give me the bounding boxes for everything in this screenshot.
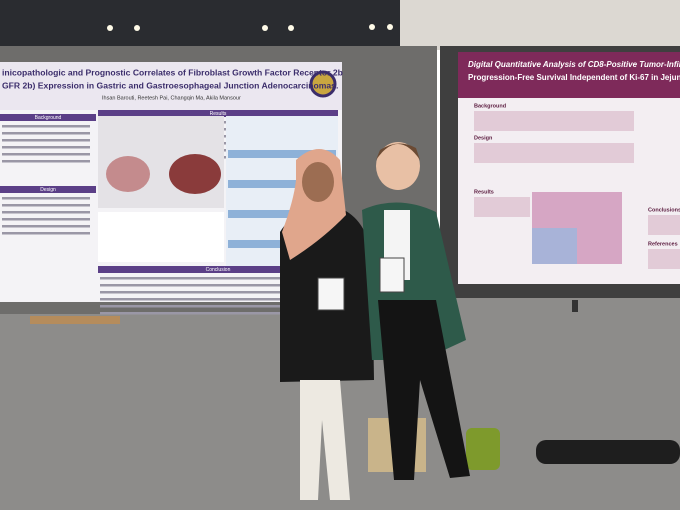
poster-title: Progression-Free Survival Independent of… <box>468 73 680 82</box>
section-header: Background <box>35 115 62 121</box>
poster-tube <box>536 440 680 464</box>
text-line <box>100 305 332 308</box>
text-line <box>2 225 90 228</box>
bag <box>466 428 500 470</box>
text-line <box>2 197 90 200</box>
ceiling-lights <box>107 24 393 31</box>
person <box>362 142 470 480</box>
text-line <box>2 204 90 207</box>
section-header: Background <box>474 103 506 109</box>
poster-tube <box>30 316 120 324</box>
section-header: Conclusion <box>206 267 231 273</box>
stand <box>572 300 578 312</box>
text-line <box>100 312 332 315</box>
section-header-bar <box>98 110 338 117</box>
section-header: Design <box>40 187 56 193</box>
text-block <box>474 197 530 217</box>
wall <box>400 0 680 50</box>
text-line <box>2 125 90 128</box>
text-line <box>100 284 332 287</box>
text-line <box>2 160 90 163</box>
text-line <box>2 153 90 156</box>
section-header: Conclusions <box>648 207 680 213</box>
poster-authors: Ihsan Barouti, Reetesh Pai, Changqin Ma,… <box>102 95 241 101</box>
section-header-bar <box>0 186 96 193</box>
text-line <box>2 218 90 221</box>
poster-title: Digital Quantitative Analysis of CD8-Pos… <box>468 60 680 69</box>
histology-image <box>106 156 150 192</box>
text-line <box>2 146 90 149</box>
text-line <box>100 298 332 301</box>
survival-chart <box>98 212 224 262</box>
section-header: Results <box>210 111 227 117</box>
poster-title: GFR 2b) Expression in Gastric and Gastro… <box>2 80 338 90</box>
poster-title: inicopathologic and Prognostic Correlate… <box>2 67 343 77</box>
section-header-bar <box>0 114 96 121</box>
text-line <box>2 211 90 214</box>
section-header: Design <box>474 135 493 141</box>
poster-header <box>458 52 680 98</box>
text-line <box>2 132 90 135</box>
section-header: Results <box>474 189 494 195</box>
histology-image <box>169 154 221 194</box>
person <box>280 149 374 500</box>
section-header-bar <box>98 266 338 273</box>
text-line <box>100 277 332 280</box>
text-block <box>474 111 634 131</box>
text-line <box>100 291 332 294</box>
text-block <box>648 249 680 269</box>
section-header: References <box>648 241 678 247</box>
text-line <box>2 139 90 142</box>
text-block <box>648 215 680 235</box>
text-line <box>2 232 90 235</box>
histology-image <box>532 228 577 264</box>
poster-header <box>0 62 342 110</box>
logo <box>309 70 337 98</box>
text-block <box>474 143 634 163</box>
